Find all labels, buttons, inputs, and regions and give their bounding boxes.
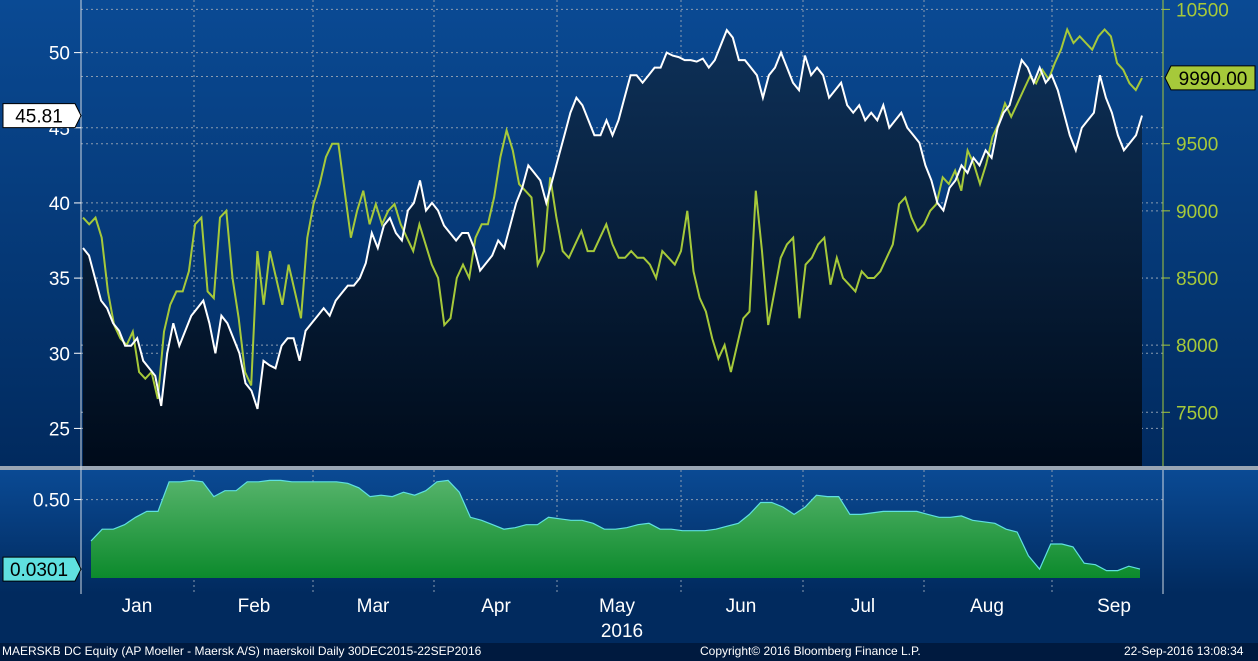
correlation-last-value-text: 0.0301	[10, 560, 68, 581]
footer-band	[0, 643, 1258, 661]
month-label-aug: Aug	[970, 596, 1004, 617]
oil-price-line	[82, 26, 1143, 400]
maersk-last-value: 45.81	[2, 103, 82, 129]
left-tick-label-50: 50	[49, 44, 70, 65]
maersk-price-line	[82, 28, 1143, 410]
oil-last-value-text: 9990.00	[1179, 69, 1248, 90]
left-tick-label-35: 35	[49, 269, 70, 290]
footer-timestamp: 22-Sep-2016 13:08:34	[1124, 644, 1244, 658]
left-tick-label-40: 40	[49, 194, 70, 215]
right-tick-label-10500: 10500	[1176, 0, 1229, 21]
panel-divider	[0, 466, 1258, 470]
month-label-feb: Feb	[238, 596, 271, 617]
oil-last-value: 9990.00	[1164, 65, 1256, 91]
correlation-line	[90, 479, 1141, 572]
bottom-tick-label-0: 0.50	[33, 491, 70, 512]
value-labels-layer: 45.81 9990.00 0.0301	[2, 65, 1256, 582]
left-tick-label-25: 25	[49, 419, 70, 440]
correlation-last-value-box	[2, 556, 82, 582]
right-tick-label-9000: 9000	[1176, 202, 1218, 223]
month-label-mar: Mar	[357, 596, 390, 617]
left-tick-label-30: 30	[49, 344, 70, 365]
correlation-series-layer	[90, 479, 1141, 578]
maersk-last-value-box	[2, 103, 82, 129]
year-label: 2016	[601, 621, 643, 642]
month-label-apr: Apr	[481, 596, 511, 617]
right-tick-label-9500: 9500	[1176, 135, 1218, 156]
oil-last-value-box	[1164, 65, 1256, 91]
right-tick-label-8500: 8500	[1176, 269, 1218, 290]
x-axis-band	[0, 594, 1258, 644]
axes-layer: 25303540455075008000850090009500105000.5…	[33, 0, 1229, 642]
footer-copyright: Copyright© 2016 Bloomberg Finance L.P.	[700, 644, 921, 658]
price-series-layer	[82, 26, 1143, 466]
correlation-last-value: 0.0301	[2, 556, 82, 582]
month-label-jan: Jan	[122, 596, 153, 617]
month-label-jun: Jun	[726, 596, 757, 617]
right-tick-label-7500: 7500	[1176, 403, 1218, 424]
month-label-jul: Jul	[851, 596, 875, 617]
right-tick-label-8000: 8000	[1176, 336, 1218, 357]
footer-security-description: MAERSKB DC Equity (AP Moeller - Maersk A…	[2, 644, 482, 658]
month-label-may: May	[599, 596, 635, 617]
month-label-sep: Sep	[1097, 596, 1131, 617]
maersk-price-area	[83, 30, 1142, 466]
maersk-last-value-text: 45.81	[15, 107, 63, 128]
